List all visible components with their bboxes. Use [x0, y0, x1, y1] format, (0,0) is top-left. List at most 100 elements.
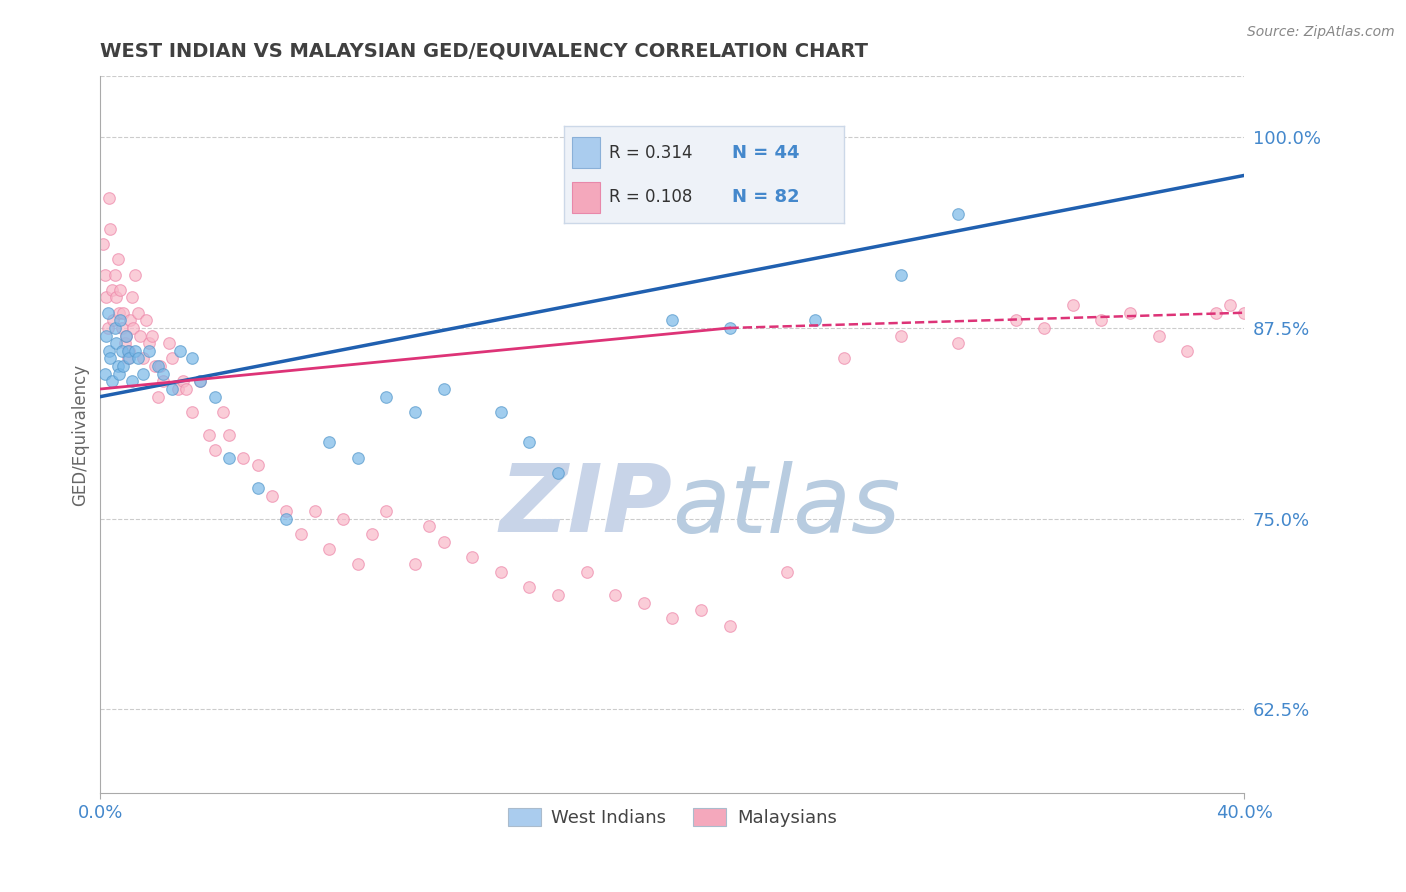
- Point: [141, 328, 163, 343]
- Point: [160, 382, 183, 396]
- Point: [948, 206, 970, 220]
- Point: [212, 405, 235, 419]
- Point: [1147, 328, 1170, 343]
- Point: [246, 481, 269, 495]
- Point: [117, 343, 139, 358]
- Point: [218, 450, 240, 465]
- Point: [260, 489, 283, 503]
- Point: [172, 375, 194, 389]
- Point: [190, 375, 212, 389]
- Point: [160, 351, 183, 366]
- Point: [112, 306, 135, 320]
- Point: [547, 466, 569, 480]
- Point: [204, 443, 226, 458]
- Point: [718, 618, 741, 632]
- Point: [304, 504, 326, 518]
- Point: [661, 611, 683, 625]
- Point: [157, 336, 180, 351]
- Point: [146, 390, 169, 404]
- Point: [120, 313, 142, 327]
- Point: [418, 519, 440, 533]
- Point: [152, 367, 174, 381]
- Point: [290, 527, 312, 541]
- Point: [138, 336, 160, 351]
- Point: [890, 268, 912, 282]
- Point: [276, 504, 298, 518]
- Legend: West Indians, Malaysians: West Indians, Malaysians: [501, 801, 844, 835]
- Point: [121, 290, 143, 304]
- Point: [517, 435, 540, 450]
- Point: [276, 511, 298, 525]
- Point: [97, 191, 120, 205]
- Point: [633, 596, 655, 610]
- Point: [804, 313, 827, 327]
- Point: [101, 375, 124, 389]
- Point: [180, 351, 202, 366]
- Point: [404, 558, 426, 572]
- Point: [948, 336, 970, 351]
- Point: [112, 359, 135, 373]
- Point: [96, 306, 118, 320]
- Point: [121, 375, 143, 389]
- Point: [91, 237, 114, 252]
- Point: [432, 382, 454, 396]
- Point: [1004, 313, 1026, 327]
- Point: [107, 252, 129, 267]
- Point: [122, 321, 145, 335]
- Point: [1062, 298, 1084, 312]
- Point: [346, 450, 368, 465]
- Point: [115, 328, 138, 343]
- Point: [124, 268, 146, 282]
- Point: [146, 359, 169, 373]
- Point: [94, 328, 117, 343]
- Point: [111, 343, 134, 358]
- Point: [204, 390, 226, 404]
- Point: [461, 549, 484, 564]
- Point: [690, 603, 713, 617]
- Point: [575, 565, 598, 579]
- Point: [118, 343, 141, 358]
- Text: Source: ZipAtlas.com: Source: ZipAtlas.com: [1247, 25, 1395, 39]
- Point: [198, 427, 221, 442]
- Point: [105, 290, 128, 304]
- Point: [108, 367, 131, 381]
- Point: [661, 313, 683, 327]
- Point: [169, 343, 191, 358]
- Point: [180, 405, 202, 419]
- Point: [127, 351, 149, 366]
- Point: [547, 588, 569, 602]
- Point: [110, 313, 132, 327]
- Point: [117, 351, 139, 366]
- Point: [98, 221, 121, 235]
- Point: [105, 336, 128, 351]
- Point: [489, 565, 512, 579]
- Point: [143, 359, 166, 373]
- Point: [890, 328, 912, 343]
- Point: [103, 313, 125, 327]
- Point: [1119, 306, 1142, 320]
- Point: [332, 511, 354, 525]
- Point: [135, 313, 157, 327]
- Point: [375, 504, 398, 518]
- Point: [517, 580, 540, 594]
- Point: [361, 527, 384, 541]
- Point: [1233, 306, 1256, 320]
- Point: [101, 283, 124, 297]
- Point: [489, 405, 512, 419]
- Point: [111, 321, 134, 335]
- Point: [104, 321, 127, 335]
- Point: [218, 427, 240, 442]
- Point: [118, 351, 141, 366]
- Point: [605, 588, 627, 602]
- Point: [174, 382, 197, 396]
- Point: [166, 382, 188, 396]
- Point: [1219, 298, 1241, 312]
- Point: [149, 359, 172, 373]
- Point: [94, 290, 117, 304]
- Point: [318, 542, 340, 557]
- Point: [124, 343, 146, 358]
- Point: [246, 458, 269, 473]
- Point: [114, 336, 136, 351]
- Point: [132, 367, 155, 381]
- Point: [832, 351, 855, 366]
